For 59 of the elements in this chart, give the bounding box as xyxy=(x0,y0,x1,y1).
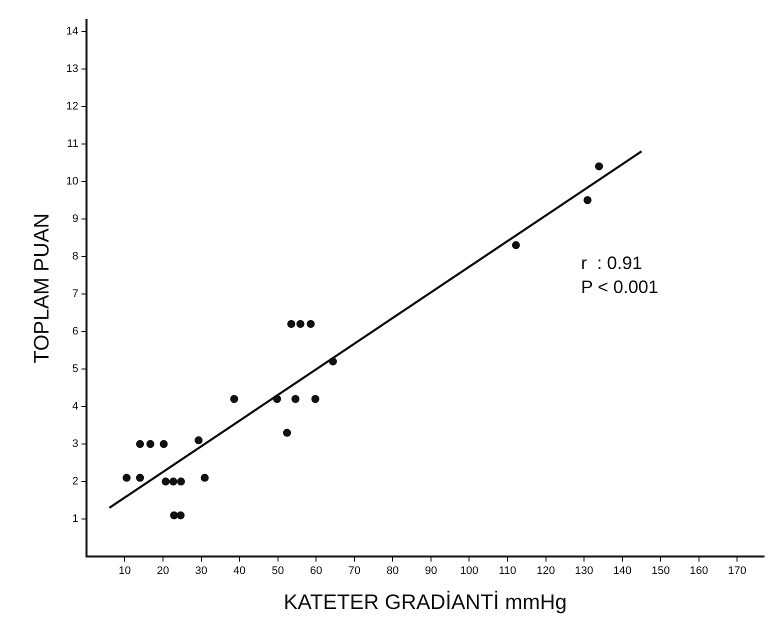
point xyxy=(136,440,144,448)
y-tick-label: 3 xyxy=(72,438,78,450)
x-tick-label: 60 xyxy=(310,565,322,578)
point xyxy=(306,320,315,328)
y-tick-label: 7 xyxy=(72,288,78,300)
x-tick-label: 40 xyxy=(233,565,246,578)
y-tick-label: 11 xyxy=(67,138,78,150)
annotation: r : 0.91 xyxy=(581,253,642,274)
point xyxy=(230,394,238,403)
y-tick-label: 2 xyxy=(72,476,78,488)
point xyxy=(146,440,154,448)
y-tick-label: 10 xyxy=(66,175,78,188)
x-tick-label: 70 xyxy=(348,565,361,578)
x-tick-label: 120 xyxy=(536,565,555,578)
point xyxy=(296,320,304,328)
point xyxy=(169,478,178,486)
point xyxy=(176,511,185,520)
y-tick-label: 9 xyxy=(72,212,78,225)
point xyxy=(512,241,520,250)
point xyxy=(291,394,300,403)
point xyxy=(160,440,168,448)
annotation: P < 0.001 xyxy=(581,277,658,298)
x-tick-label: 80 xyxy=(386,565,399,578)
point xyxy=(311,394,320,403)
x-tick-label: 20 xyxy=(156,565,170,578)
y-axis-title: TOPLAM PUAN xyxy=(30,213,54,364)
point xyxy=(162,478,170,486)
point xyxy=(328,357,337,366)
x-tick-label: 150 xyxy=(651,565,670,578)
point xyxy=(595,162,604,170)
x-tick-label: 130 xyxy=(574,565,594,578)
x-tick-label: 110 xyxy=(498,565,516,578)
y-tick-label: 1 xyxy=(72,513,78,526)
point xyxy=(170,511,178,520)
point xyxy=(122,474,131,482)
x-tick-label: 170 xyxy=(728,565,746,578)
x-tick-label: 140 xyxy=(613,565,632,578)
x-tick-label: 10 xyxy=(118,565,131,578)
y-tick-label: 5 xyxy=(72,363,78,376)
x-tick-label: 50 xyxy=(272,565,284,578)
point xyxy=(194,436,203,444)
y-tick-label: 12 xyxy=(66,100,78,112)
point xyxy=(584,196,592,204)
point xyxy=(176,478,185,486)
point xyxy=(273,394,282,403)
x-tick-label: 160 xyxy=(690,565,708,578)
y-tick-label: 14 xyxy=(66,25,78,38)
point xyxy=(283,428,292,437)
point xyxy=(287,320,296,328)
x-axis-title: KATETER GRADİANTİ mmHg xyxy=(284,590,567,614)
x-tick-label: 100 xyxy=(460,565,478,578)
y-tick-label: 6 xyxy=(72,325,78,338)
y-tick-label: 8 xyxy=(72,250,78,262)
y-tick-label: 13 xyxy=(66,62,78,75)
x-tick-label: 90 xyxy=(424,565,438,578)
x-tick-label: 30 xyxy=(195,565,208,578)
point xyxy=(200,474,209,482)
point xyxy=(136,474,144,482)
y-tick-label: 4 xyxy=(72,400,78,413)
